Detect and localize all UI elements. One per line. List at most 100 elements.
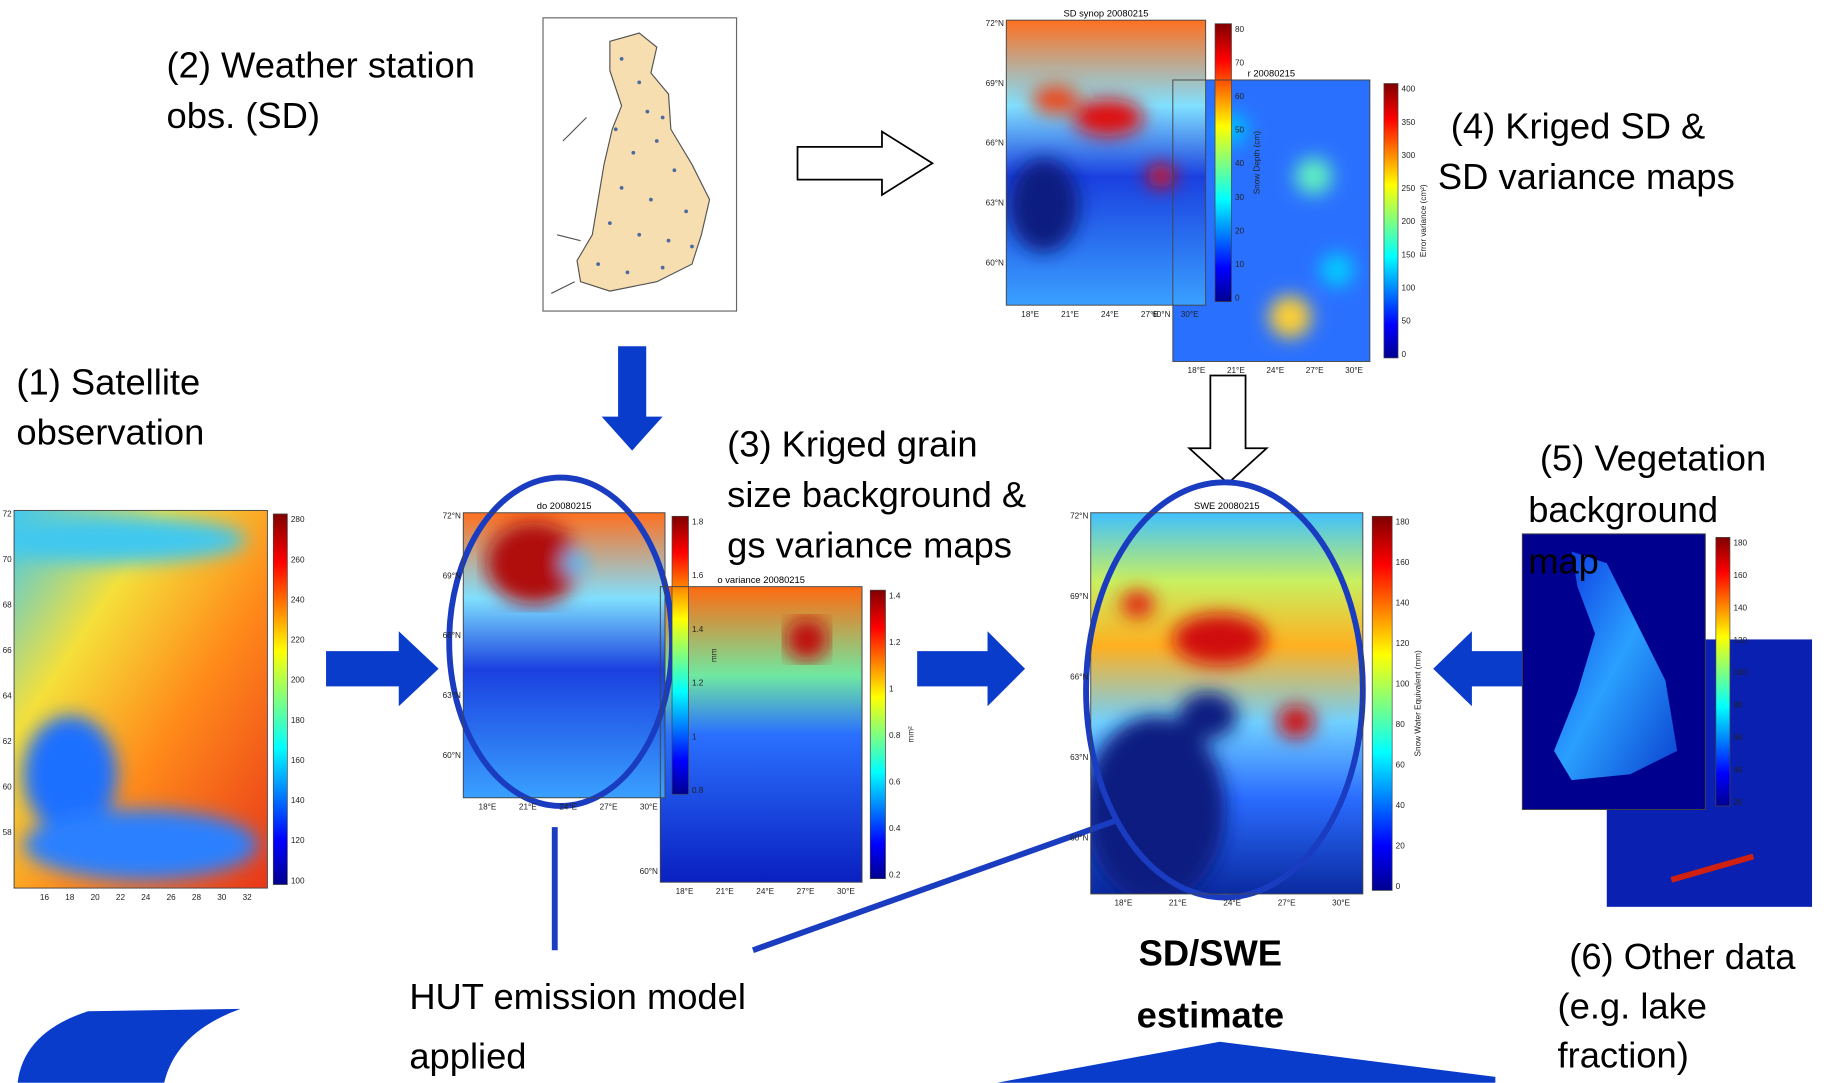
x-tick-label: 21°E — [1227, 366, 1245, 375]
colorbar-tick-label: 180 — [1733, 539, 1747, 548]
colorbar-tick-label: 140 — [1733, 603, 1747, 612]
bottom-arrow — [18, 1009, 241, 1083]
x-tick-label: 18 — [65, 893, 75, 902]
x-tick-label: 18°E — [1188, 366, 1206, 375]
y-tick-label: 58 — [3, 828, 13, 837]
arrow-down-hollow — [1189, 376, 1266, 484]
y-tick-label: 72 — [3, 509, 13, 518]
label-satellite: observation — [16, 412, 204, 453]
colorbar-tick-label: 0 — [1402, 350, 1407, 359]
label-kriged-sd: (4) Kriged SD & — [1451, 106, 1706, 147]
colorbar-tick-label: 0.8 — [889, 731, 901, 740]
label-satellite: (1) Satellite — [16, 361, 200, 402]
y-tick-label: 60 — [3, 783, 13, 792]
x-tick-label: 24°E — [756, 887, 774, 896]
colorbar-tick-label: 40 — [1733, 765, 1743, 774]
colorbar-tick-label: 1.4 — [692, 625, 704, 634]
arrow-left — [1433, 631, 1524, 706]
colorbar-label: mm — [710, 648, 719, 662]
label-vegetation: background — [1528, 489, 1718, 530]
label-vegetation: (5) Vegetation — [1540, 438, 1766, 479]
x-tick-label: 30°E — [1332, 899, 1350, 908]
label-other: (e.g. lake — [1558, 985, 1708, 1026]
label-result: SD/SWE — [1139, 932, 1282, 973]
x-tick-label: 22 — [116, 893, 126, 902]
colorbar-tick-label: 160 — [1733, 571, 1747, 580]
colorbar-label: mm² — [907, 726, 916, 743]
x-tick-label: 21°E — [1169, 899, 1187, 908]
colorbar-tick-label: 280 — [291, 515, 305, 524]
x-tick-label: 27°E — [797, 887, 815, 896]
colorbar-tick-label: 70 — [1235, 58, 1245, 67]
label-hut: applied — [409, 1036, 526, 1077]
colorbar-tick-label: 260 — [291, 555, 305, 564]
station-map — [543, 18, 737, 311]
x-tick-label: 18°E — [1021, 310, 1039, 319]
colorbar-tick-label: 60 — [1396, 761, 1406, 770]
x-tick-label: 27°E — [1278, 899, 1296, 908]
map-title: o variance 20080215 — [717, 575, 805, 585]
colorbar — [1215, 24, 1231, 302]
colorbar-tick-label: 250 — [1402, 184, 1416, 193]
x-tick-label: 24 — [141, 893, 151, 902]
slide: 1001201401601802002202402602801618202224… — [0, 0, 1839, 1083]
colorbar — [672, 516, 688, 794]
colorbar-tick-label: 20 — [1733, 798, 1743, 807]
colorbar-tick-label: 80 — [1235, 25, 1245, 34]
colorbar-tick-label: 60 — [1733, 733, 1743, 742]
colorbar — [1716, 537, 1730, 806]
map-title: SWE 20080215 — [1194, 501, 1260, 511]
x-tick-label: 27°E — [1306, 366, 1324, 375]
colorbar-tick-label: 0.8 — [692, 786, 704, 795]
colorbar-tick-label: 220 — [291, 636, 305, 645]
y-tick-label: 64 — [3, 692, 13, 701]
colorbar-tick-label: 80 — [1396, 720, 1406, 729]
page: { "labels": { "satellite": ["(1) Satelli… — [0, 0, 1839, 1083]
y-tick-label: 72°N — [986, 19, 1004, 28]
colorbar — [1372, 516, 1392, 890]
colorbar-tick-label: 300 — [1402, 151, 1416, 160]
colorbar-tick-label: 50 — [1402, 317, 1412, 326]
colorbar-tick-label: 60 — [1235, 92, 1245, 101]
colorbar-label: Snow Depth (cm) — [1253, 131, 1262, 195]
colorbar-tick-label: 40 — [1235, 159, 1245, 168]
label-grain-size: (3) Kriged grain — [727, 423, 977, 464]
colorbar-tick-label: 120 — [291, 836, 305, 845]
colorbar-tick-label: 1.4 — [889, 591, 901, 600]
x-tick-label: 28 — [192, 893, 202, 902]
colorbar — [870, 590, 885, 879]
colorbar-tick-label: 1.6 — [692, 571, 704, 580]
map-title: do 20080215 — [537, 501, 592, 511]
y-tick-label: 60°N — [986, 258, 1004, 267]
colorbar-tick-label: 0.2 — [889, 871, 901, 880]
colorbar-tick-label: 400 — [1402, 85, 1416, 94]
map-title: r 20080215 — [1248, 68, 1295, 78]
colorbar-tick-label: 200 — [291, 676, 305, 685]
arrow-down — [602, 346, 663, 450]
y-tick-label: 60°N — [1070, 834, 1088, 843]
y-tick-label: 60°N — [1152, 310, 1170, 319]
y-tick-label: 72°N — [443, 512, 461, 521]
colorbar-tick-label: 0 — [1235, 293, 1240, 302]
label-other: (6) Other data — [1569, 936, 1796, 977]
colorbar-tick-label: 180 — [291, 716, 305, 725]
colorbar-tick-label: 120 — [1733, 636, 1747, 645]
x-tick-label: 18°E — [676, 887, 694, 896]
x-tick-label: 30°E — [837, 887, 855, 896]
colorbar-label: Snow Water Equivalent (mm) — [1413, 650, 1422, 756]
label-vegetation: map — [1528, 541, 1599, 582]
colorbar — [273, 514, 287, 885]
x-tick-label: 27°E — [600, 802, 618, 811]
colorbar-tick-label: 100 — [1396, 680, 1410, 689]
y-tick-label: 69°N — [443, 571, 461, 580]
colorbar-label: Error variance (cm²) — [1419, 184, 1428, 257]
x-tick-label: 30 — [217, 893, 227, 902]
y-tick-label: 60°N — [640, 867, 658, 876]
colorbar-tick-label: 1.8 — [692, 517, 704, 526]
colorbar-tick-label: 10 — [1235, 260, 1245, 269]
x-tick-label: 30°E — [1181, 310, 1199, 319]
x-tick-label: 26 — [167, 893, 177, 902]
colorbar-tick-label: 120 — [1396, 639, 1410, 648]
colorbar-tick-label: 100 — [291, 876, 305, 885]
label-stations: obs. (SD) — [167, 95, 320, 136]
